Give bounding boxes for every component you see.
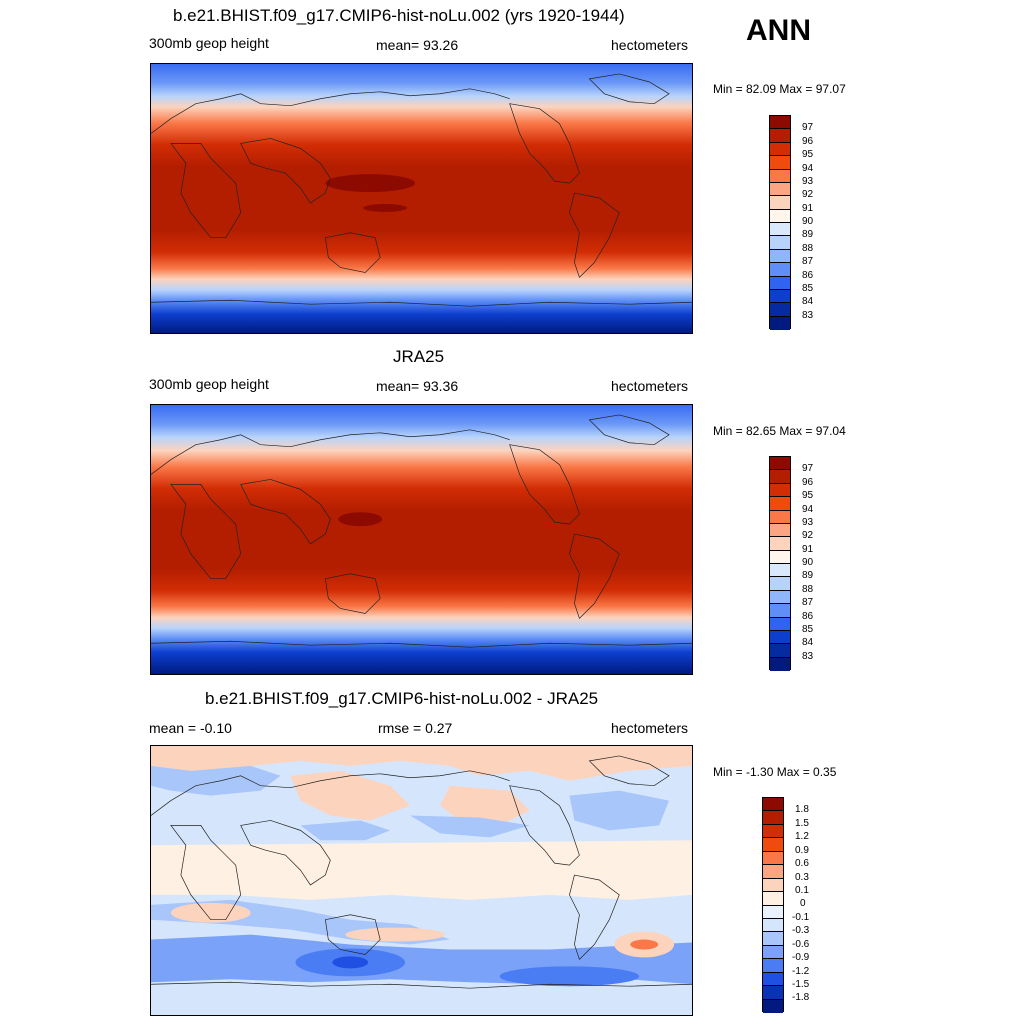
panel2-mean-label: mean= 93.36 bbox=[376, 378, 459, 394]
panel3-map bbox=[150, 745, 693, 1016]
colorbar-tick-label: -0.9 bbox=[792, 952, 810, 963]
colorbar-tick-label: 93 bbox=[802, 517, 814, 528]
panel1-variable-label: 300mb geop height bbox=[149, 35, 269, 51]
colorbar-tick-label: 92 bbox=[802, 189, 814, 200]
colorbar-tick-label: -1.2 bbox=[792, 966, 810, 977]
colorbar-tick-label: 88 bbox=[802, 243, 814, 254]
colorbar-tick-label: -0.1 bbox=[792, 912, 810, 923]
panel1-units-label: hectometers bbox=[611, 37, 689, 53]
panel3-mean-label: mean = -0.10 bbox=[149, 720, 232, 736]
panel1-title: b.e21.BHIST.f09_g17.CMIP6-hist-noLu.002 … bbox=[173, 6, 625, 25]
colorbar-tick-label: 91 bbox=[802, 544, 814, 555]
season-label: ANN bbox=[746, 14, 811, 47]
panel3-title: b.e21.BHIST.f09_g17.CMIP6-hist-noLu.002 … bbox=[205, 689, 599, 708]
panel2-map bbox=[150, 404, 693, 675]
colorbar-tick-label: 93 bbox=[802, 176, 814, 187]
colorbar-tick-label: 83 bbox=[802, 310, 814, 321]
panel3-minmax-label: Min = -1.30 Max = 0.35 bbox=[713, 765, 837, 779]
colorbar-tick-label: -1.8 bbox=[792, 992, 810, 1003]
colorbar-tick-label: 0.1 bbox=[795, 885, 809, 896]
panel1-mean-label: mean= 93.26 bbox=[376, 37, 459, 53]
colorbar-tick-label: 84 bbox=[802, 296, 814, 307]
colorbar-tick-label: 89 bbox=[802, 570, 814, 581]
panel2-colorbar bbox=[769, 456, 791, 671]
panel3-units-label: hectometers bbox=[611, 720, 689, 736]
colorbar-tick-label: 97 bbox=[802, 463, 814, 474]
panel2-variable-label: 300mb geop height bbox=[149, 376, 269, 392]
colorbar-tick-label: 1.8 bbox=[795, 804, 809, 815]
colorbar-tick-label: 91 bbox=[802, 203, 814, 214]
colorbar-tick-label: 95 bbox=[802, 490, 814, 501]
colorbar-tick-label: 90 bbox=[802, 216, 814, 227]
colorbar-tick-label: 0.6 bbox=[795, 858, 809, 869]
colorbar-tick-label: 86 bbox=[802, 270, 814, 281]
colorbar-tick-label: 94 bbox=[802, 163, 814, 174]
colorbar-tick-label: 84 bbox=[802, 637, 814, 648]
colorbar-tick-label: 90 bbox=[802, 557, 814, 568]
colorbar-tick-label: 96 bbox=[802, 477, 814, 488]
panel2-units-label: hectometers bbox=[611, 378, 689, 394]
panel1-map bbox=[150, 63, 693, 334]
colorbar-tick-label: -0.6 bbox=[792, 939, 810, 950]
panel3-rmse-label: rmse = 0.27 bbox=[378, 720, 453, 736]
panel2-title: JRA25 bbox=[393, 347, 445, 366]
panel3-colorbar bbox=[762, 797, 784, 1013]
colorbar-tick-label: -0.3 bbox=[792, 925, 810, 936]
colorbar-tick-label: 92 bbox=[802, 530, 814, 541]
colorbar-tick-label: 87 bbox=[802, 597, 814, 608]
colorbar-tick-label: 96 bbox=[802, 136, 814, 147]
colorbar-tick-label: 97 bbox=[802, 122, 814, 133]
colorbar-tick-label: 85 bbox=[802, 624, 814, 635]
colorbar-tick-label: 86 bbox=[802, 611, 814, 622]
panel1-minmax-label: Min = 82.09 Max = 97.07 bbox=[713, 82, 846, 96]
colorbar-tick-label: -1.5 bbox=[792, 979, 810, 990]
colorbar-tick-label: 83 bbox=[802, 651, 814, 662]
colorbar-tick-label: 89 bbox=[802, 229, 814, 240]
colorbar-tick-label: 1.5 bbox=[795, 818, 809, 829]
colorbar-tick-label: 85 bbox=[802, 283, 814, 294]
colorbar-tick-label: 88 bbox=[802, 584, 814, 595]
colorbar-tick-label: 1.2 bbox=[795, 831, 809, 842]
colorbar-tick-label: 0.3 bbox=[795, 872, 809, 883]
panel2-minmax-label: Min = 82.65 Max = 97.04 bbox=[713, 424, 846, 438]
colorbar-tick-label: 87 bbox=[802, 256, 814, 267]
colorbar-tick-label: 94 bbox=[802, 504, 814, 515]
colorbar-tick-label: 0.9 bbox=[795, 845, 809, 856]
colorbar-tick-label: 95 bbox=[802, 149, 814, 160]
panel1-colorbar bbox=[769, 115, 791, 330]
colorbar-tick-label: 0 bbox=[800, 898, 806, 909]
